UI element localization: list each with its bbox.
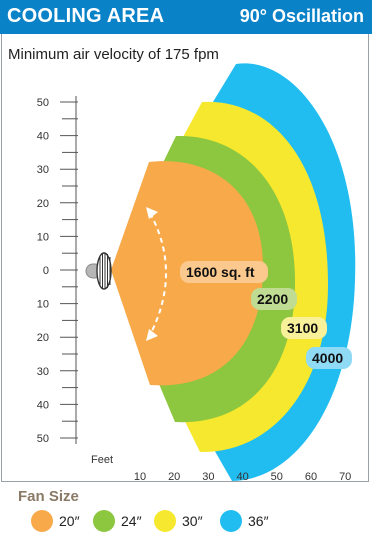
x-tick-label: 30 <box>202 471 214 483</box>
oscillation-arrow-top <box>146 207 158 219</box>
x-axis: Feet 10 20 30 40 50 60 70 <box>91 454 351 483</box>
header-bar: COOLING AREA 90° Oscillation <box>0 0 372 34</box>
header-title: COOLING AREA <box>7 5 165 27</box>
x-tick-label: 70 <box>339 471 351 483</box>
x-axis-unit: Feet <box>91 454 113 466</box>
area-label-box-24 <box>251 288 297 310</box>
area-label-30: 3100 <box>287 320 318 336</box>
legend-swatch-30 <box>154 510 176 532</box>
legend-title: Fan Size <box>18 488 79 505</box>
y-tick-label: 20 <box>37 332 49 344</box>
x-tick-label: 60 <box>305 471 317 483</box>
x-tick-label: 20 <box>168 471 180 483</box>
x-tick-label: 40 <box>236 471 248 483</box>
y-tick-label: 40 <box>37 399 49 411</box>
oscillation-arc <box>149 212 167 336</box>
subtitle: Minimum air velocity of 175 fpm <box>8 46 219 63</box>
legend-swatch-36 <box>220 510 242 532</box>
y-tick-label: 50 <box>37 97 49 109</box>
area-label-box-20 <box>180 261 268 283</box>
cooling-area-diagram: 1600 sq. ft 2200 3100 4000 50 40 30 20 10 0 10… <box>37 63 356 483</box>
y-tick-label: 0 <box>43 265 49 277</box>
header-mode: 90° Oscillation <box>239 6 364 26</box>
area-label-box-36 <box>306 347 352 369</box>
y-tick-label: 30 <box>37 164 49 176</box>
y-tick-label: 10 <box>37 299 49 311</box>
area-label-box-30 <box>281 317 327 339</box>
y-tick-label: 30 <box>37 366 49 378</box>
legend-swatch-20 <box>31 510 53 532</box>
legend-label-20: 20″ <box>59 513 80 529</box>
area-label-36: 4000 <box>312 350 343 366</box>
diagram-frame <box>1 34 369 482</box>
oscillation-arrow-bottom <box>146 329 158 341</box>
fan-icon <box>85 252 112 290</box>
area-label-20: 1600 sq. ft <box>186 264 255 280</box>
x-tick-label: 50 <box>271 471 283 483</box>
legend-label-30: 30″ <box>182 513 203 529</box>
area-label-24: 2200 <box>257 291 288 307</box>
legend-label-36: 36″ <box>248 513 269 529</box>
legend-label-24: 24″ <box>121 513 142 529</box>
y-tick-label: 10 <box>37 231 49 243</box>
y-tick-label: 40 <box>37 131 49 143</box>
x-tick-label: 10 <box>134 471 146 483</box>
y-tick-label: 20 <box>37 198 49 210</box>
area-labels: 1600 sq. ft 2200 3100 4000 <box>180 261 352 369</box>
y-tick-label: 50 <box>37 433 49 445</box>
y-axis: 50 40 30 20 10 0 10 20 30 40 50 <box>37 96 78 445</box>
legend-swatch-24 <box>93 510 115 532</box>
